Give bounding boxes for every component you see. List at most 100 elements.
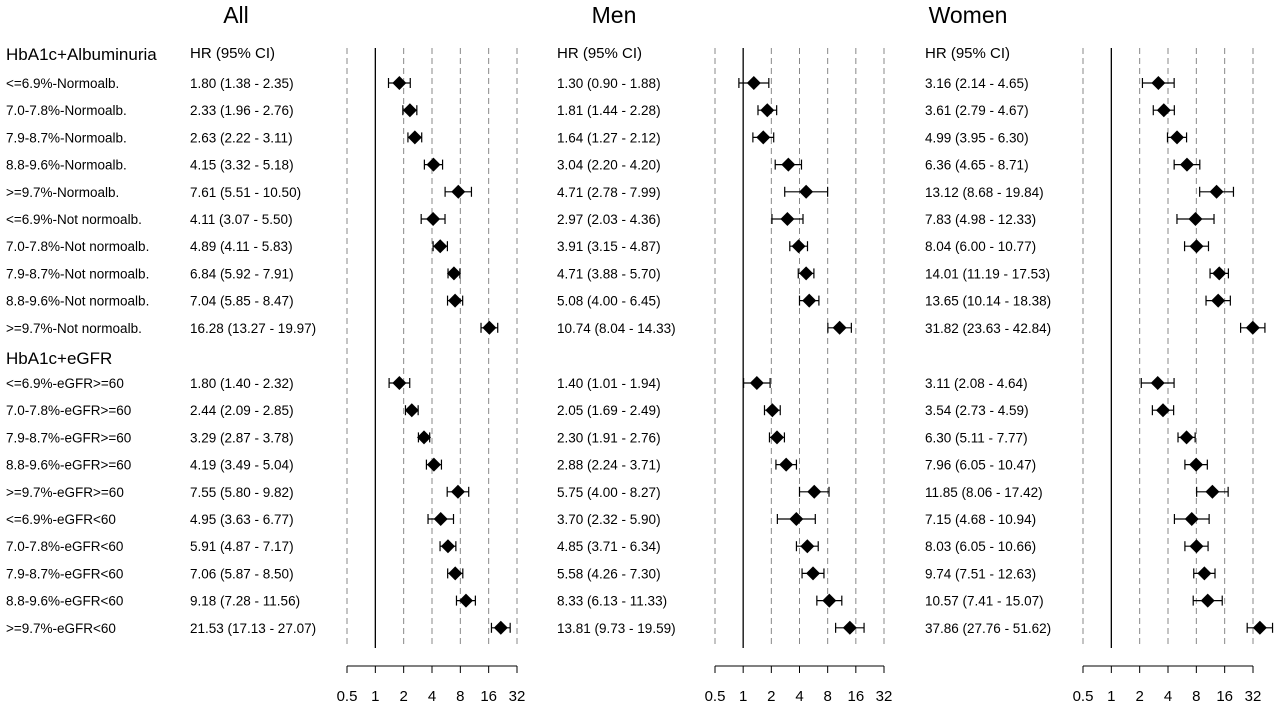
hr-marker-men <box>756 130 771 145</box>
hr-text-women: 13.65 (10.14 - 18.38) <box>925 294 1051 309</box>
hr-marker-women <box>1211 293 1226 308</box>
x-tick-label-all: 2 <box>399 688 407 705</box>
row-label: <=6.9%-Not normoalb. <box>6 212 142 227</box>
row-label: >=9.7%-eGFR>=60 <box>6 485 124 500</box>
row-label: 7.0-7.8%-eGFR<60 <box>6 539 123 554</box>
hr-marker-men <box>799 184 814 199</box>
hr-marker-women <box>1179 157 1194 172</box>
hr-marker-all <box>448 293 463 308</box>
hr-marker-women <box>1252 620 1267 635</box>
hr-marker-women <box>1170 130 1185 145</box>
hr-marker-men <box>802 293 817 308</box>
hr-text-women: 3.16 (2.14 - 4.65) <box>925 76 1029 91</box>
hr-text-women: 11.85 (8.06 - 17.42) <box>925 485 1043 500</box>
hr-marker-women <box>1200 593 1215 608</box>
hr-marker-women <box>1212 266 1227 281</box>
hr-marker-all <box>493 620 508 635</box>
x-tick-label-men: 2 <box>767 688 775 705</box>
hr-text-women: 14.01 (11.19 - 17.53) <box>925 266 1050 281</box>
row-label: <=6.9%-Normoalb. <box>6 76 119 91</box>
hr-text-women: 7.96 (6.05 - 10.47) <box>925 458 1036 473</box>
hr-marker-all <box>446 266 461 281</box>
hr-text-all: 7.04 (5.85 - 8.47) <box>190 294 294 309</box>
hr-text-all: 4.95 (3.63 - 6.77) <box>190 512 294 527</box>
hr-marker-all <box>426 212 441 226</box>
hr-marker-all <box>458 593 473 608</box>
hr-text-men: 2.97 (2.03 - 4.36) <box>557 212 661 227</box>
hr-text-all: 7.61 (5.51 - 10.50) <box>190 185 301 200</box>
hr-text-women: 7.83 (4.98 - 12.33) <box>925 212 1036 227</box>
hr-marker-men <box>765 403 780 418</box>
hr-marker-men <box>800 539 815 554</box>
hr-marker-women <box>1151 76 1166 90</box>
hr-text-all: 4.15 (3.32 - 5.18) <box>190 158 294 173</box>
hr-text-men: 13.81 (9.73 - 19.59) <box>557 621 676 636</box>
hr-text-all: 21.53 (17.13 - 27.07) <box>190 621 316 636</box>
x-tick-label-women: 0.5 <box>1073 688 1094 705</box>
hr-marker-men <box>842 620 857 635</box>
hr-marker-women <box>1189 539 1204 554</box>
hr-text-men: 3.70 (2.32 - 5.90) <box>557 512 661 527</box>
hr-marker-men <box>789 512 804 526</box>
x-tick-label-women: 8 <box>1192 688 1200 705</box>
hr-text-women: 13.12 (8.68 - 19.84) <box>925 185 1044 200</box>
row-label: 7.9-8.7%-eGFR<60 <box>6 566 123 581</box>
hr-text-men: 2.05 (1.69 - 2.49) <box>557 403 661 418</box>
row-label: 8.8-9.6%-Normoalb. <box>6 158 127 173</box>
row-label: <=6.9%-eGFR>=60 <box>6 376 124 391</box>
hr-marker-men <box>780 212 795 226</box>
hr-text-all: 9.18 (7.28 - 11.56) <box>190 594 300 609</box>
hr-text-men: 5.08 (4.00 - 6.45) <box>557 294 661 309</box>
hr-text-all: 16.28 (13.27 - 19.97) <box>190 321 316 336</box>
hr-marker-all <box>451 184 466 199</box>
hr-marker-all <box>392 76 407 90</box>
x-tick-label-men: 1 <box>739 688 747 705</box>
hr-marker-women <box>1205 484 1220 499</box>
hr-text-all: 2.33 (1.96 - 2.76) <box>190 103 294 118</box>
hr-marker-all <box>407 130 422 145</box>
hr-text-women: 31.82 (23.63 - 42.84) <box>925 321 1051 336</box>
hr-marker-all <box>433 512 448 526</box>
hr-text-men: 4.71 (3.88 - 5.70) <box>557 266 661 281</box>
hr-marker-men <box>832 320 847 335</box>
hr-text-men: 2.30 (1.91 - 2.76) <box>557 430 661 445</box>
hr-marker-women <box>1156 103 1171 118</box>
hr-text-all: 5.91 (4.87 - 7.17) <box>190 539 294 554</box>
ci-header-all: HR (95% CI) <box>190 45 275 62</box>
hr-marker-women <box>1179 430 1194 445</box>
hr-text-women: 37.86 (27.76 - 51.62) <box>925 621 1051 636</box>
x-tick-label-men: 16 <box>847 688 864 705</box>
hr-text-all: 4.19 (3.49 - 5.04) <box>190 458 294 473</box>
hr-text-women: 10.57 (7.41 - 15.07) <box>925 594 1044 609</box>
hr-marker-men <box>746 76 761 90</box>
hr-marker-men <box>779 457 794 472</box>
hr-marker-all <box>440 539 455 554</box>
hr-marker-women <box>1150 376 1165 390</box>
hr-marker-men <box>822 593 837 608</box>
hr-text-men: 1.81 (1.44 - 2.28) <box>557 103 661 118</box>
hr-marker-all <box>448 566 463 581</box>
hr-text-all: 1.80 (1.40 - 2.32) <box>190 376 294 391</box>
hr-text-women: 8.03 (6.05 - 10.66) <box>925 539 1036 554</box>
hr-marker-women <box>1189 239 1204 254</box>
hr-text-all: 4.11 (3.07 - 5.50) <box>190 212 293 227</box>
row-label: 8.8-9.6%-Not normoalb. <box>6 294 149 309</box>
hr-marker-all <box>426 157 441 172</box>
x-tick-label-all: 0.5 <box>337 688 358 705</box>
row-label: 7.9-8.7%-eGFR>=60 <box>6 430 131 445</box>
x-tick-label-men: 0.5 <box>705 688 726 705</box>
hr-text-women: 9.74 (7.51 - 12.63) <box>925 566 1036 581</box>
hr-marker-all <box>433 239 448 254</box>
x-tick-label-women: 32 <box>1245 688 1262 705</box>
hr-text-men: 1.40 (1.01 - 1.94) <box>557 376 661 391</box>
hr-text-men: 5.58 (4.26 - 7.30) <box>557 566 661 581</box>
hr-text-all: 6.84 (5.92 - 7.91) <box>190 266 294 281</box>
hr-marker-all <box>404 403 419 418</box>
hr-marker-women <box>1245 320 1260 335</box>
panel-title-men: Men <box>592 2 637 28</box>
x-tick-label-women: 2 <box>1135 688 1143 705</box>
row-label: 7.0-7.8%-Normoalb. <box>6 103 127 118</box>
hr-marker-men <box>760 103 775 118</box>
section-title: HbA1c+eGFR <box>6 349 112 368</box>
hr-text-all: 2.44 (2.09 - 2.85) <box>190 403 294 418</box>
